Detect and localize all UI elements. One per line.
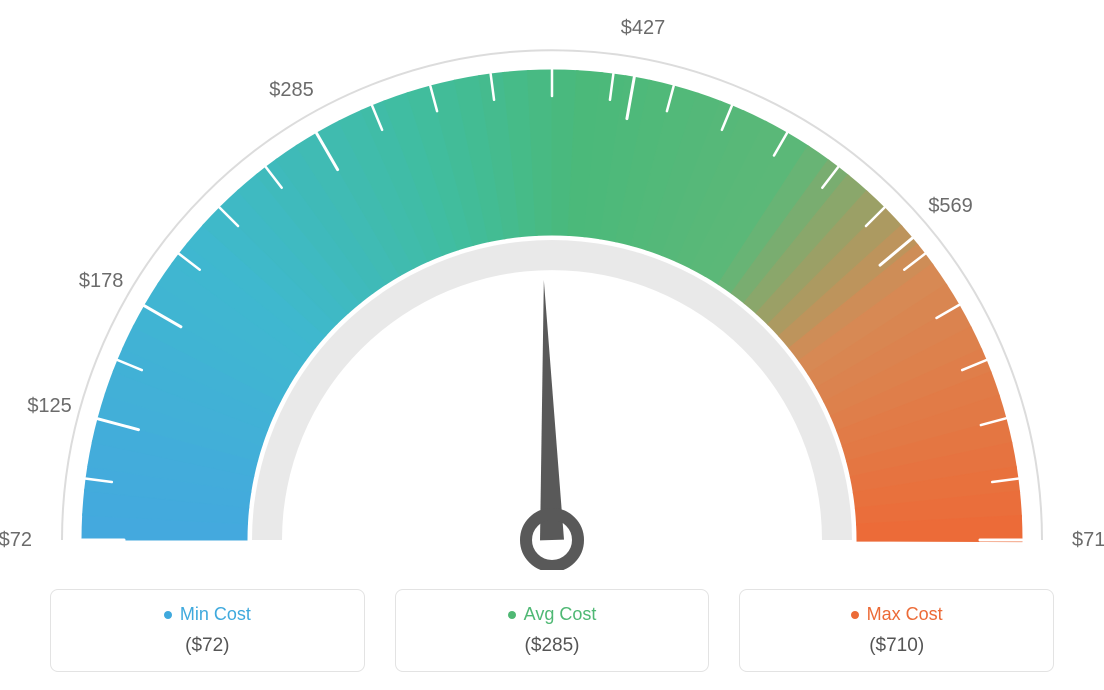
cost-gauge-container: $72 $125 $178 $285 $427 $569 $710 Min Cost ($7… xyxy=(0,0,1104,690)
legend-value-min: ($72) xyxy=(51,635,364,657)
legend-value-max: ($710) xyxy=(740,635,1053,657)
gauge-tick-label: $569 xyxy=(928,195,973,217)
gauge-chart: $72 $125 $178 $285 $427 $569 $710 xyxy=(0,0,1104,570)
gauge-tick-label: $710 xyxy=(1072,529,1104,551)
legend-label: Max Cost xyxy=(867,604,943,625)
legend-title-avg: Avg Cost xyxy=(508,604,597,625)
legend-card-avg: Avg Cost ($285) xyxy=(395,589,710,672)
gauge-tick-label: $72 xyxy=(0,529,32,551)
legend-card-max: Max Cost ($710) xyxy=(739,589,1054,672)
gauge-tick-label: $285 xyxy=(269,79,314,101)
dot-icon xyxy=(508,611,516,619)
gauge-tick-label: $427 xyxy=(621,17,666,39)
gauge-tick-label: $125 xyxy=(27,395,72,417)
legend-title-min: Min Cost xyxy=(164,604,251,625)
legend-row: Min Cost ($72) Avg Cost ($285) Max Cost … xyxy=(50,589,1054,672)
legend-card-min: Min Cost ($72) xyxy=(50,589,365,672)
legend-value-avg: ($285) xyxy=(396,635,709,657)
legend-title-max: Max Cost xyxy=(851,604,943,625)
dot-icon xyxy=(164,611,172,619)
legend-label: Min Cost xyxy=(180,604,251,625)
gauge-tick-label: $178 xyxy=(79,270,124,292)
legend-label: Avg Cost xyxy=(524,604,597,625)
dot-icon xyxy=(851,611,859,619)
